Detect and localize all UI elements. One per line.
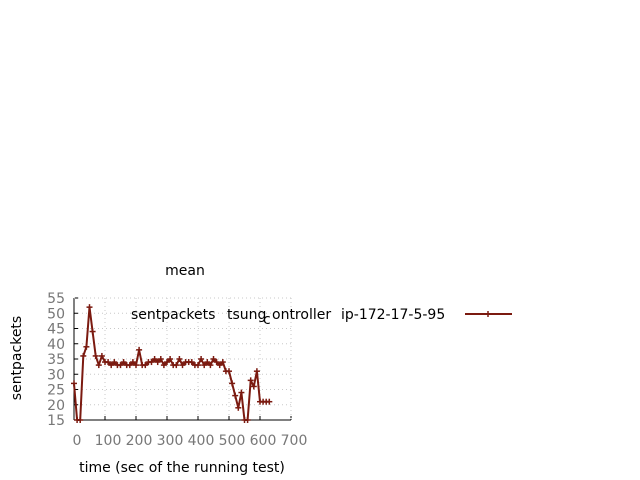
y-tick-label: 55 bbox=[47, 291, 65, 307]
data-point bbox=[195, 362, 201, 369]
data-point bbox=[136, 346, 143, 353]
x-tick-label: 600 bbox=[250, 433, 277, 449]
data-point bbox=[92, 352, 99, 359]
data-point bbox=[173, 362, 180, 369]
data-point bbox=[111, 359, 118, 366]
data-point bbox=[86, 304, 93, 311]
data-point bbox=[198, 356, 205, 362]
x-tick-label: 700 bbox=[281, 433, 308, 449]
y-tick-label: 30 bbox=[47, 367, 65, 383]
data-point bbox=[253, 368, 260, 375]
data-point bbox=[157, 356, 164, 362]
data-point bbox=[129, 359, 136, 366]
y-tick-label: 20 bbox=[47, 398, 65, 414]
data-point bbox=[204, 359, 211, 366]
legend-marker bbox=[485, 311, 491, 317]
y-tick-label: 15 bbox=[47, 413, 65, 429]
data-point bbox=[80, 352, 87, 359]
data-point bbox=[83, 343, 90, 350]
data-point bbox=[201, 362, 208, 369]
data-point bbox=[247, 377, 254, 384]
y-tick-label: 35 bbox=[47, 352, 65, 368]
data-point bbox=[154, 359, 161, 366]
data-point bbox=[167, 356, 174, 362]
y-axis-label: sentpackets bbox=[9, 316, 25, 400]
x-tick-label: 500 bbox=[219, 433, 246, 449]
data-point bbox=[151, 356, 158, 362]
series-layer bbox=[71, 304, 273, 423]
data-point bbox=[250, 383, 257, 390]
data-point bbox=[207, 362, 214, 369]
data-point bbox=[176, 356, 183, 362]
data-point bbox=[133, 362, 139, 369]
data-point bbox=[120, 359, 127, 366]
y-tick-label: 45 bbox=[47, 322, 65, 338]
data-point bbox=[148, 359, 155, 366]
chart-title: mean bbox=[165, 263, 205, 279]
y-tick-label: 40 bbox=[47, 337, 65, 353]
data-point bbox=[210, 356, 217, 362]
legend: sentpackets tsung c ontroller ip-172-17-… bbox=[131, 307, 512, 328]
data-point bbox=[160, 362, 167, 369]
data-point bbox=[266, 398, 273, 405]
x-tick-label: 400 bbox=[188, 433, 215, 449]
data-point bbox=[229, 380, 236, 387]
data-point bbox=[213, 359, 220, 366]
data-point bbox=[126, 362, 133, 369]
x-tick-label: 0 bbox=[73, 433, 82, 449]
legend-label-part1: sentpackets bbox=[131, 307, 215, 323]
data-point bbox=[238, 389, 245, 396]
data-point bbox=[179, 362, 186, 369]
legend-label-part4: ip-172-17-5-95 bbox=[341, 307, 445, 323]
data-point bbox=[235, 404, 242, 411]
x-tick-label: 100 bbox=[95, 433, 122, 449]
x-axis-label: time (sec of the running test) bbox=[79, 460, 285, 476]
data-point bbox=[219, 359, 226, 366]
data-point bbox=[108, 362, 115, 369]
data-point bbox=[77, 417, 84, 423]
x-tick-label: 300 bbox=[157, 433, 184, 449]
y-tick-label: 25 bbox=[47, 383, 65, 399]
legend-label-subscript: c bbox=[263, 312, 271, 328]
data-point bbox=[226, 368, 232, 375]
data-point bbox=[98, 352, 105, 359]
data-point bbox=[89, 328, 96, 335]
data-point bbox=[164, 359, 170, 366]
series-line bbox=[73, 306, 270, 421]
data-point bbox=[117, 362, 124, 369]
data-point bbox=[216, 362, 223, 369]
data-point bbox=[95, 362, 102, 369]
y-tick-label: 50 bbox=[47, 306, 65, 322]
data-point bbox=[244, 417, 251, 423]
data-point bbox=[188, 359, 195, 366]
legend-label-part2: tsung bbox=[227, 307, 266, 323]
data-point bbox=[142, 362, 149, 369]
x-tick-label: 200 bbox=[126, 433, 153, 449]
data-point bbox=[105, 359, 112, 366]
data-point bbox=[71, 380, 77, 387]
data-point bbox=[232, 392, 239, 399]
legend-label-part3: ontroller bbox=[272, 307, 331, 323]
